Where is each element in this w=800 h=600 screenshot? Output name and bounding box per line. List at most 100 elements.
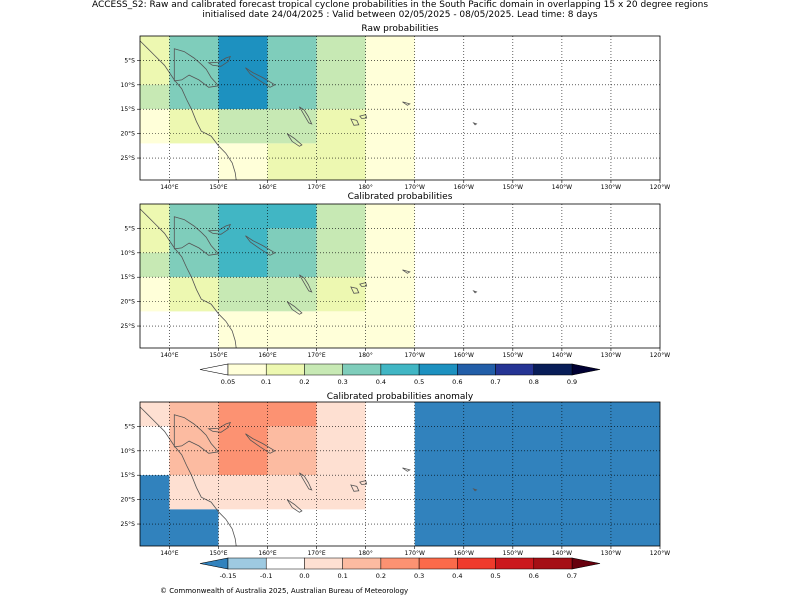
- colorbar-tick-label: -0.15: [220, 572, 237, 580]
- coastline: [286, 133, 303, 147]
- colorbar-tick-label: 0.8: [529, 378, 539, 386]
- lon-tick-label: 170°W: [405, 184, 425, 191]
- coastline: [402, 101, 411, 106]
- colorbar-segment: [418, 363, 458, 376]
- coastline: [350, 118, 360, 126]
- lat-tick-label: 25°S: [121, 155, 136, 162]
- probability-cell: [414, 402, 660, 546]
- lat-tick-label: 15°S: [121, 472, 136, 479]
- colorbar-segment: [533, 363, 573, 376]
- colorbar-tick-label: -0.1: [260, 572, 273, 580]
- lat-tick-label: 10°S: [121, 448, 136, 455]
- probability-cell: [218, 426, 268, 476]
- lat-tick-label: 5°S: [124, 57, 135, 64]
- colorbar-tick-label: 0.7: [567, 572, 577, 580]
- colorbar-tick-label: 0.9: [567, 378, 577, 386]
- coastline: [245, 433, 276, 454]
- probability-cell: [169, 402, 219, 427]
- probability-cell: [316, 36, 366, 110]
- coastline: [173, 414, 220, 454]
- lat-tick-label: 10°S: [121, 82, 136, 89]
- probability-cell: [316, 402, 366, 476]
- colorbar-tick-label: 0.7: [490, 378, 500, 386]
- colorbar-tick-label: 0.6: [452, 378, 462, 386]
- lat-tick-label: 25°S: [121, 323, 136, 330]
- coastline: [286, 301, 303, 315]
- lon-tick-label: 150°W: [503, 184, 523, 191]
- colorbar-segment: [342, 557, 382, 570]
- lon-tick-label: 180°: [358, 352, 372, 359]
- probability-cell: [140, 252, 170, 278]
- lon-tick-label: 150°W: [503, 550, 523, 557]
- panel-title-anomaly: Calibrated probabilities anomaly: [326, 392, 474, 402]
- probability-cell: [140, 475, 170, 546]
- lon-tick-label: 150°E: [209, 184, 227, 191]
- map-frame: [139, 401, 661, 547]
- coastline: [286, 499, 303, 513]
- coastline: [207, 421, 231, 433]
- coastline: [299, 472, 313, 491]
- colorbar-segment: [304, 363, 343, 376]
- probability-cell: [169, 426, 219, 476]
- colorbar-under-arrow: [199, 557, 229, 570]
- figure-title-line2: initialised date 24/04/2025 : Valid betw…: [202, 10, 598, 20]
- lon-tick-label: 160°W: [454, 352, 474, 359]
- probability-cell: [316, 277, 366, 312]
- map-panel-3: 140°E 150°E 160°E 170°E 180° 170°W 160°W 150°W 1…: [121, 401, 670, 557]
- lon-tick-label: 130°W: [601, 352, 621, 359]
- colorbar-segment: [227, 557, 267, 570]
- lon-tick-label: 160°E: [258, 352, 276, 359]
- panel-title-raw: Raw probabilities: [361, 24, 439, 34]
- lon-tick-label: 170°E: [307, 352, 325, 359]
- lat-tick-label: 20°S: [121, 299, 136, 306]
- probability-cell: [218, 509, 366, 546]
- lat-tick-label: 20°S: [121, 131, 136, 138]
- coastline: [245, 67, 276, 88]
- coastline: [173, 216, 220, 256]
- panel-title-calibrated: Calibrated probabilities: [347, 192, 453, 202]
- lon-tick-label: 180°: [358, 550, 372, 557]
- colorbar-over-arrow: [571, 557, 601, 570]
- probability-cell: [140, 109, 170, 144]
- probability-cell: [218, 311, 317, 348]
- lon-tick-label: 120°W: [650, 352, 670, 359]
- map-panel-1: 140°E 150°E 160°E 170°E 180° 170°W 160°W 150°W 1…: [121, 35, 670, 191]
- colorbar-tick-label: 0.5: [414, 378, 424, 386]
- colorbar-segment: [227, 363, 267, 376]
- lat-tick-label: 5°S: [124, 423, 135, 430]
- probability-cell: [169, 204, 219, 278]
- map-frame: [139, 203, 661, 349]
- coastline: [139, 40, 237, 181]
- lat-tick-label: 20°S: [121, 497, 136, 504]
- colorbar-segment: [342, 363, 382, 376]
- colorbar-segment: [418, 557, 458, 570]
- probability-cell: [140, 277, 170, 312]
- colorbar-under-arrow: [199, 363, 229, 376]
- lon-tick-label: 140°E: [160, 550, 178, 557]
- lon-tick-label: 140°W: [552, 550, 572, 557]
- lon-tick-label: 160°E: [258, 550, 276, 557]
- lat-tick-label: 5°S: [124, 225, 135, 232]
- colorbar-segment: [533, 557, 573, 570]
- map-panel-2: 140°E 150°E 160°E 170°E 180° 170°W 160°W 150°W 1…: [121, 203, 670, 359]
- lon-tick-label: 140°W: [552, 184, 572, 191]
- colorbar-tick-label: 0.05: [221, 378, 235, 386]
- coastline: [359, 282, 368, 287]
- lon-tick-label: 170°E: [307, 184, 325, 191]
- colorbar-tick-label: 0.1: [337, 572, 347, 580]
- probability-cell: [316, 204, 366, 278]
- coastline: [472, 122, 478, 126]
- lon-tick-label: 140°W: [552, 352, 572, 359]
- probability-cell: [365, 402, 415, 546]
- coastline: [173, 48, 220, 88]
- colorbar-segment: [457, 557, 496, 570]
- lon-tick-label: 130°W: [601, 550, 621, 557]
- probability-cell: [316, 475, 366, 510]
- copyright-notice: © Commonwealth of Australia 2025, Austra…: [160, 587, 409, 595]
- coastline: [139, 406, 237, 547]
- probability-cell: [169, 509, 219, 546]
- probability-cell: [218, 228, 268, 278]
- lon-tick-label: 140°E: [160, 184, 178, 191]
- probability-cell: [365, 204, 415, 348]
- colorbar-tick-label: 0.0: [299, 572, 309, 580]
